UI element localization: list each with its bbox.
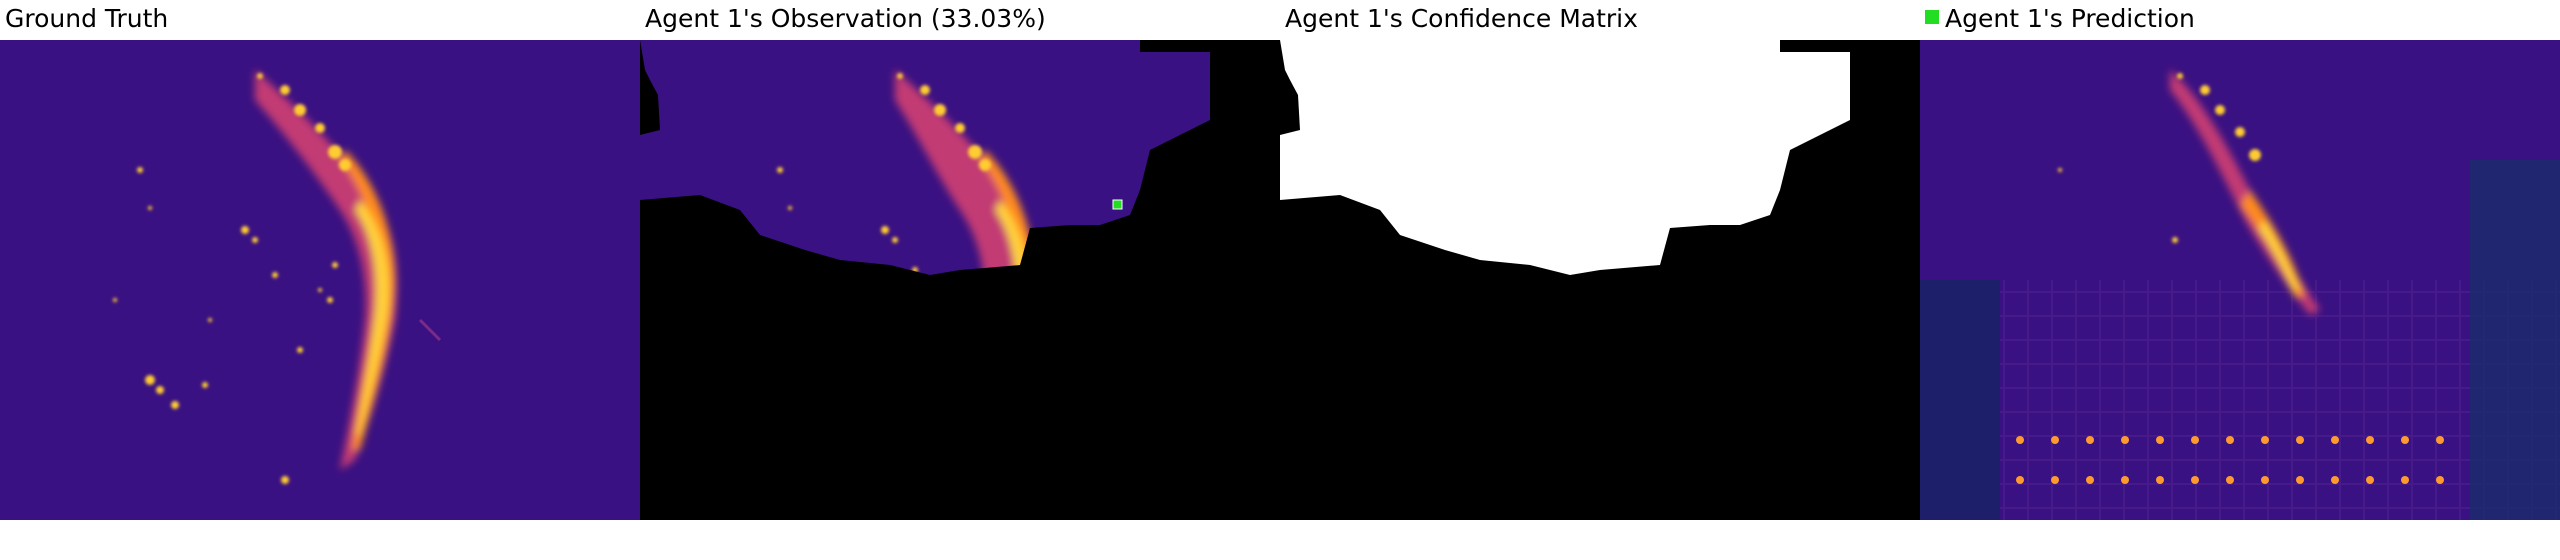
prediction-panel: [1920, 40, 2560, 520]
prediction-image: [1920, 40, 2560, 520]
agent-legend-marker: [1925, 10, 1939, 24]
confidence-image: [1280, 40, 1920, 520]
observation-title: Agent 1's Observation (33.03%): [645, 2, 1046, 36]
ground-truth-image: [0, 40, 640, 520]
agent-position-marker: [1113, 200, 1122, 209]
confidence-panel: [1280, 40, 1920, 520]
prediction-title: Agent 1's Prediction: [1945, 4, 2195, 33]
observation-image: [640, 40, 1280, 520]
confidence-title: Agent 1's Confidence Matrix: [1285, 2, 1638, 36]
observation-panel: [640, 40, 1280, 520]
prediction-title-wrap: Agent 1's Prediction: [1925, 2, 2195, 36]
ground-truth-title: Ground Truth: [5, 2, 168, 36]
ground-truth-panel: [0, 40, 640, 520]
